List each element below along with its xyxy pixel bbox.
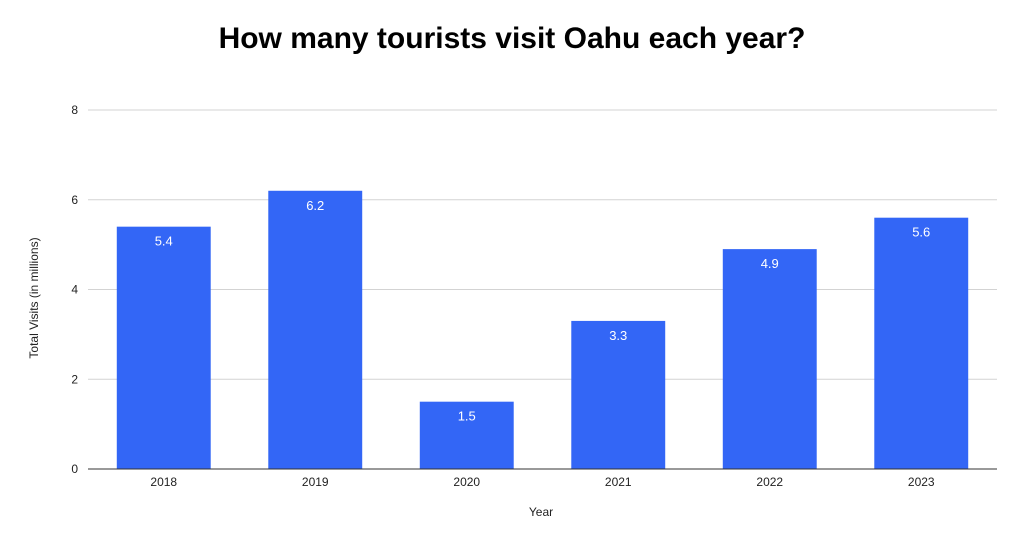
chart-title: How many tourists visit Oahu each year? [218,22,806,55]
bar-2020 [419,401,514,469]
bar-2019 [268,190,363,469]
bar-2022 [722,249,817,469]
x-axis-title: Year [529,505,553,519]
x-tick-label: 2021 [605,475,632,489]
bar-2018 [116,226,211,469]
x-tick-label: 2019 [302,475,329,489]
x-tick-label: 2018 [150,475,177,489]
bar-2021 [571,320,666,469]
data-label-2021: 3.3 [609,328,627,343]
y-tick-label: 4 [71,283,78,297]
x-tick-label: 2020 [453,475,480,489]
x-tick-label: 2023 [908,475,935,489]
data-label-2020: 1.5 [458,409,476,424]
data-label-2019: 6.2 [306,198,324,213]
y-tick-label: 2 [71,372,78,386]
y-axis-title: Total Visits (in millions) [27,237,41,358]
y-tick-label: 6 [71,193,78,207]
y-tick-label: 0 [71,462,78,476]
data-label-2022: 4.9 [761,256,779,271]
data-label-2023: 5.6 [912,225,930,240]
data-label-2018: 5.4 [155,234,173,249]
x-tick-label: 2022 [756,475,783,489]
y-tick-label: 8 [71,103,78,117]
bar-2023 [874,217,969,469]
